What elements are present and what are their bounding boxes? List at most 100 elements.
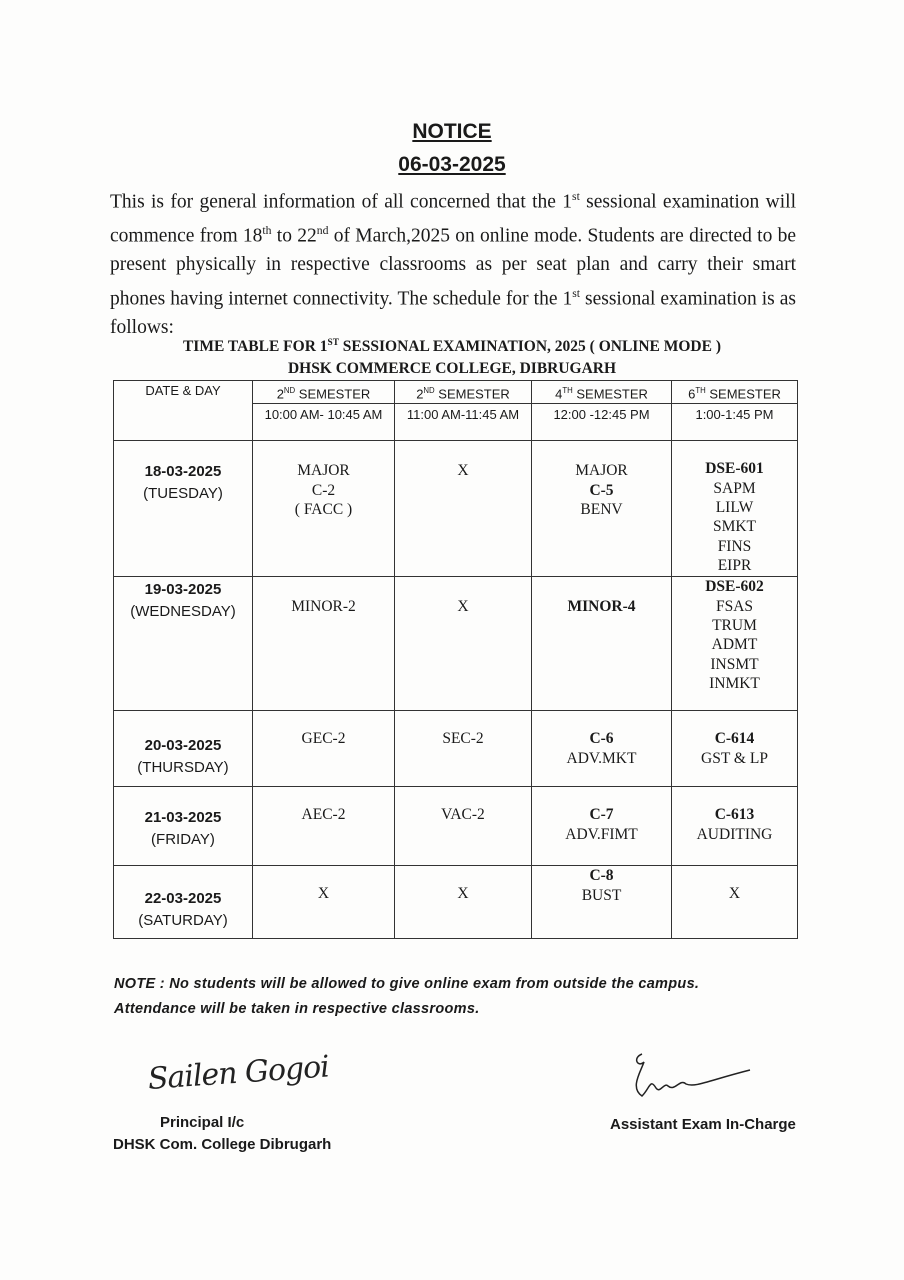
exam-day: (FRIDAY) <box>151 831 215 849</box>
column-header: 2ND SEMESTER <box>394 379 532 405</box>
subject-line: MAJOR <box>297 462 350 480</box>
subject-line: FSAS <box>715 597 754 615</box>
principal-signature: Sailen Gogoi <box>146 1049 330 1097</box>
subject-line: DSE-601 <box>705 460 764 478</box>
subject-cell: C-614 GST & LP <box>671 710 798 788</box>
column-header: DATE & DAY <box>113 379 253 442</box>
subject-cell: C-613 AUDITING <box>671 786 798 867</box>
subject-line: MINOR-2 <box>291 598 356 616</box>
subject-cell: X <box>394 576 532 712</box>
column-header: 2ND SEMESTER <box>252 379 395 405</box>
subject-line: C-8 <box>589 867 614 885</box>
subject-line: VAC-2 <box>441 806 485 824</box>
exam-day: (THURSDAY) <box>137 759 229 777</box>
subject-line: X <box>457 462 469 480</box>
note-line: Attendance will be taken in respective c… <box>114 1001 480 1017</box>
exam-date: 22-03-2025 <box>144 890 222 908</box>
date-cell: 22-03-2025 (SATURDAY) <box>113 865 253 940</box>
exam-day: (WEDNESDAY) <box>130 603 236 621</box>
subject-cell: DSE-601 SAPM LILW SMKT FINS EIPR <box>671 440 798 578</box>
subject-cell: X <box>394 440 532 578</box>
notice-paragraph: This is for general information of all c… <box>110 190 796 338</box>
column-header: 4TH SEMESTER <box>531 379 672 405</box>
subject-line: X <box>457 598 469 616</box>
subject-line: C-5 <box>589 481 614 499</box>
exam-date: 21-03-2025 <box>144 809 222 827</box>
subject-cell: AEC-2 <box>252 786 395 867</box>
timetable-title: TIME TABLE FOR 1ST SESSIONAL EXAMINATION… <box>182 338 722 356</box>
exam-date: 20-03-2025 <box>144 737 222 755</box>
subject-line: MINOR-4 <box>567 598 636 616</box>
exam-day: (TUESDAY) <box>143 485 223 503</box>
semester-number: 2 <box>416 386 424 402</box>
subject-line: X <box>317 885 330 903</box>
subject-cell: MINOR-2 <box>252 576 395 712</box>
column-header: 6TH SEMESTER <box>671 379 798 405</box>
table-row: 20-03-2025 (THURSDAY) GEC-2 SEC-2 C-6 ADV.MKT… <box>113 710 798 788</box>
subject-line: INMKT <box>709 674 760 692</box>
subject-cell: C-6 ADV.MKT <box>531 710 672 788</box>
semester-label: SEMESTER <box>705 386 781 402</box>
subject-line: EIPR <box>717 556 752 574</box>
exam-time: 11:00 AM-11:45 AM <box>394 403 532 442</box>
exam-time: 10:00 AM- 10:45 AM <box>252 403 395 442</box>
subject-line: INSMT <box>710 655 759 673</box>
subject-line: C-7 <box>589 806 614 824</box>
table-row: 22-03-2025 (SATURDAY) X X C-8 BUST X <box>113 865 798 940</box>
subject-line: AUDITING <box>696 825 773 843</box>
principal-org: DHSK Com. College Dibrugarh <box>113 1136 332 1153</box>
subject-line: GST & LP <box>701 749 768 767</box>
semester-suffix: ND <box>283 386 296 395</box>
subject-cell: C-8 BUST <box>531 865 672 940</box>
semester-number: 4 <box>555 386 563 402</box>
subject-cell: MINOR-4 <box>531 576 672 712</box>
semester-label: SEMESTER <box>434 386 510 402</box>
subject-line: BUST <box>581 886 622 904</box>
subject-line: ADMT <box>711 636 758 654</box>
subject-line: FINS <box>717 537 752 555</box>
subject-line: ADV.MKT <box>566 749 637 767</box>
exam-day: (SATURDAY) <box>138 912 228 930</box>
header-row: DATE & DAY 2ND SEMESTER 2ND SEMESTER 4TH SE… <box>113 379 798 442</box>
subject-cell: X <box>671 865 798 940</box>
subject-cell: SEC-2 <box>394 710 532 788</box>
subject-line: DSE-602 <box>705 578 764 596</box>
subject-cell: C-7 ADV.FIMT <box>531 786 672 867</box>
principal-title: Principal I/c <box>160 1114 245 1131</box>
semester-suffix: TH <box>695 386 706 395</box>
table-row: 18-03-2025 (TUESDAY) MAJOR C-2( FACC ) X MAJO… <box>113 440 798 578</box>
subject-cell: X <box>252 865 395 940</box>
note-line: NOTE : No students will be allowed to gi… <box>114 976 700 992</box>
subject-line: GEC-2 <box>301 730 346 748</box>
assistant-signature <box>635 1053 751 1097</box>
note: NOTE : No students will be allowed to gi… <box>114 972 804 1022</box>
subject-line: C-6 <box>589 730 614 748</box>
exam-date: 18-03-2025 <box>144 463 222 481</box>
notice-date: 06-03-2025 <box>398 153 506 176</box>
exam-time: 12:00 -12:45 PM <box>531 403 672 442</box>
subject-line: LILW <box>715 498 754 516</box>
date-cell: 18-03-2025 (TUESDAY) <box>113 440 253 578</box>
subject-line: C-613 <box>714 806 755 824</box>
subject-line: X <box>457 885 469 903</box>
notice-title: NOTICE <box>412 120 492 143</box>
subject-line: SEC-2 <box>442 730 484 748</box>
subject-line: C-2 <box>311 481 336 499</box>
timetable-college: DHSK COMMERCE COLLEGE, DIBRUGARH <box>287 360 617 377</box>
timetable: DATE & DAY 2ND SEMESTER 2ND SEMESTER 4TH SE… <box>113 379 798 940</box>
date-cell: 21-03-2025 (FRIDAY) <box>113 786 253 867</box>
semester-label: SEMESTER <box>572 386 648 402</box>
table-row: 21-03-2025 (FRIDAY) AEC-2 VAC-2 C-7 ADV.FIMT C… <box>113 786 798 867</box>
subject-cell: MAJOR C-5 BENV <box>531 440 672 578</box>
subject-cell: VAC-2 <box>394 786 532 867</box>
semester-number: 6 <box>688 386 696 402</box>
subject-cell: X <box>394 865 532 940</box>
subject-line: SMKT <box>712 518 757 536</box>
subject-cell: DSE-602 FSAS TRUM ADMT INSMT INMKT <box>671 576 798 712</box>
subject-line: AEC-2 <box>301 806 346 824</box>
semester-suffix: ND <box>423 386 435 395</box>
assistant-title: Assistant Exam In-Charge <box>610 1116 796 1133</box>
subject-line: X <box>728 885 741 903</box>
subject-line: ADV.FIMT <box>565 825 638 843</box>
exam-date: 19-03-2025 <box>144 581 222 599</box>
